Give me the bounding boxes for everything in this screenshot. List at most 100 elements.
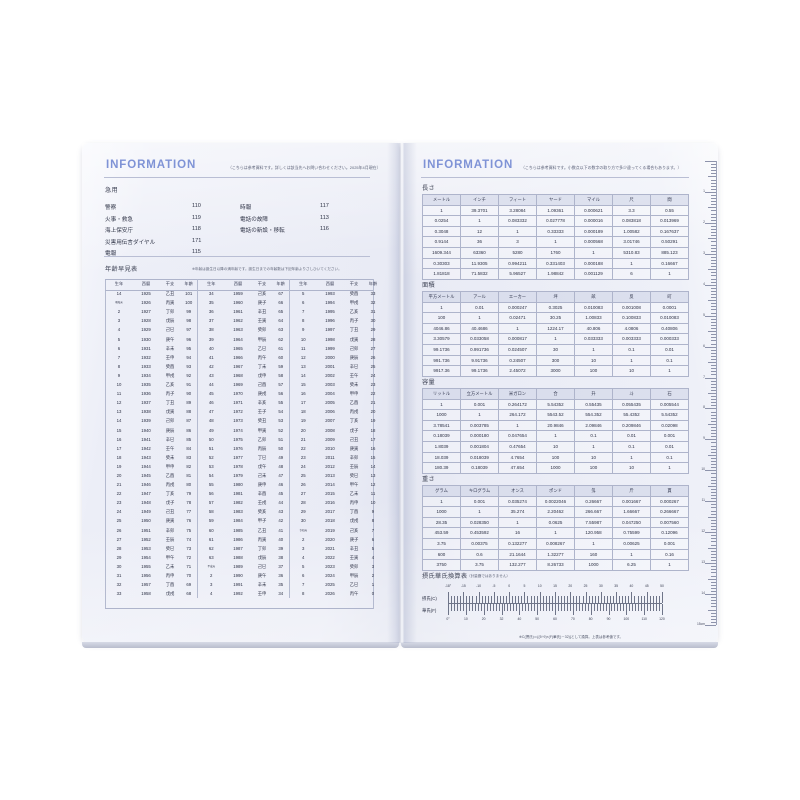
table-cell: 300 — [536, 354, 575, 367]
ruler-number: 13 — [701, 560, 705, 565]
age-table-cell: 1 — [371, 582, 375, 588]
celsius-tick — [585, 592, 587, 603]
age-table-cell: 63 — [196, 552, 225, 562]
table-cell: 1.66667 — [612, 506, 651, 518]
age-table-row: 3 1928 戊辰 98 37 1962 壬寅 64 8 1996 丙子 30 — [105, 316, 381, 326]
fahrenheit-tick — [662, 604, 663, 615]
age-table-cell: 庚寅 — [349, 445, 359, 451]
age-table-cell: 54 — [278, 409, 284, 415]
age-table-cell: 27 — [288, 489, 317, 499]
age-table-cell: 33 — [116, 591, 122, 597]
age-table-cell: 45 — [278, 491, 284, 497]
table-cell: 132.277 — [498, 559, 537, 571]
table-cell: 21.1644 — [498, 548, 537, 561]
age-table-cell: 22 — [116, 491, 122, 497]
age-table-row: 19 1944 甲申 82 53 1978 戊午 48 24 2012 壬辰 14 — [105, 461, 381, 471]
fahrenheit-tick — [537, 604, 538, 615]
ruler-tick — [711, 232, 716, 233]
table-cell: 3.78541 — [422, 419, 461, 432]
fahrenheit-tick — [566, 604, 568, 611]
temperature-section-note: （計量器ではありません） — [467, 574, 511, 578]
age-table-cell: 1943 — [141, 454, 151, 460]
age-table-cell: 丙午 — [349, 591, 359, 597]
age-table-cell: 66 — [278, 300, 284, 306]
table-cell: 0.16667 — [650, 257, 689, 270]
age-table-cell: 7 — [117, 354, 121, 360]
ruler-number: 8 — [703, 405, 705, 410]
left-information-heading: INFORMATION — [106, 159, 197, 171]
ruler-tick — [711, 513, 716, 515]
ruler-tick — [711, 173, 716, 174]
table-cell: 0.028350 — [460, 516, 499, 529]
emergency-label: 電話の故障 — [240, 216, 268, 223]
ruler-tick — [711, 306, 716, 307]
table-cell: 1.00582 — [612, 225, 651, 238]
age-table-row: 9 1934 甲戌 92 43 1968 戊申 58 14 2002 壬午 24 — [105, 370, 381, 381]
table-cell: 180.39 — [422, 462, 461, 474]
celsius-tick-label: 35 — [614, 584, 619, 588]
ruler-tick — [711, 337, 716, 338]
age-table-cell: 1967 — [233, 363, 243, 369]
length-section-title: 長さ — [422, 185, 435, 192]
celsius-tick — [582, 596, 583, 603]
age-table-cell: 16 — [116, 436, 122, 442]
table-cell: 1 — [422, 495, 461, 508]
celsius-tick — [628, 596, 629, 603]
column-header: アール — [460, 291, 499, 303]
table-cell: 1.98842 — [536, 268, 575, 280]
age-table-cell: 1989 — [233, 563, 243, 569]
fahrenheit-tick — [575, 604, 577, 611]
table-row: 3.78541 0.003785 1 20.9846 2.09846 0.209846 0.… — [422, 419, 689, 432]
table-cell: 0.266667 — [650, 506, 689, 518]
age-table-cell: 戊寅 — [349, 336, 359, 342]
fahrenheit-tick-label: 80 — [588, 617, 593, 621]
ruler-tick — [711, 402, 716, 403]
table-cell: 0.035274 — [498, 495, 537, 508]
ruler-tick — [711, 405, 716, 406]
age-table-cell: 4 — [288, 552, 317, 562]
ruler-tick — [711, 467, 716, 468]
fahrenheit-tick — [638, 604, 639, 611]
table-cell: 100 — [536, 451, 575, 464]
age-table-row: 18 1943 癸未 83 52 1977 丁巳 49 23 2011 辛卯 15 — [105, 452, 381, 462]
celsius-tick — [579, 596, 580, 603]
fahrenheit-tick-label: 100 — [623, 617, 630, 621]
age-table-cell: 51 — [196, 443, 225, 453]
age-table-cell: 12 — [288, 352, 317, 362]
age-table-cell: 42 — [278, 518, 284, 524]
age-table-cell: 癸亥 — [257, 509, 267, 515]
age-table-cell: 31 — [116, 573, 122, 578]
ruler-tick — [711, 340, 716, 341]
ruler-tick — [711, 597, 716, 598]
table-cell: 0.55435 — [574, 398, 613, 411]
age-table-cell: 壬辰 — [349, 463, 359, 469]
age-table-cell: 20 — [370, 409, 376, 415]
table-cell: 1 — [460, 215, 499, 227]
right-information-note: （こちらは参考資料です。小数点以下の数字の取り方で多少違ってくる場合もあります。… — [521, 165, 682, 170]
age-table-cell: 壬辰 — [165, 536, 175, 542]
age-table-cell: 58 — [278, 372, 284, 378]
celsius-tick-label: 5 — [523, 584, 526, 588]
age-table-cell: 39 — [278, 545, 284, 551]
table-cell: 0.007560 — [650, 516, 689, 529]
age-table-cell: 1998 — [325, 336, 335, 342]
fahrenheit-tick — [513, 604, 514, 611]
fahrenheit-tick — [516, 604, 517, 611]
age-table-cell: 乙未 — [349, 491, 359, 497]
age-table-cell: 1992 — [233, 591, 243, 597]
column-header: 畝 — [574, 291, 613, 303]
age-table-cell: 25 — [116, 518, 122, 524]
celsius-tick — [481, 596, 483, 603]
table-cell: 5.54352 — [650, 409, 689, 421]
ruler-tick — [711, 368, 716, 369]
table-cell: 0.132277 — [498, 537, 537, 550]
age-table-row: 14 1939 己卯 87 48 1973 癸丑 53 19 2007 丁亥 19 — [105, 416, 381, 426]
age-table-cell: 1974 — [233, 427, 243, 433]
age-table-cell: 1964 — [233, 336, 243, 342]
age-table-cell: 丙寅 — [257, 536, 267, 542]
age-table-cell: 庚申 — [257, 482, 267, 488]
age-table-cell: 47 — [278, 472, 284, 478]
column-header: 尺 — [612, 194, 651, 206]
table-cell: 1609.344 — [422, 246, 461, 259]
fahrenheit-tick — [605, 604, 607, 611]
